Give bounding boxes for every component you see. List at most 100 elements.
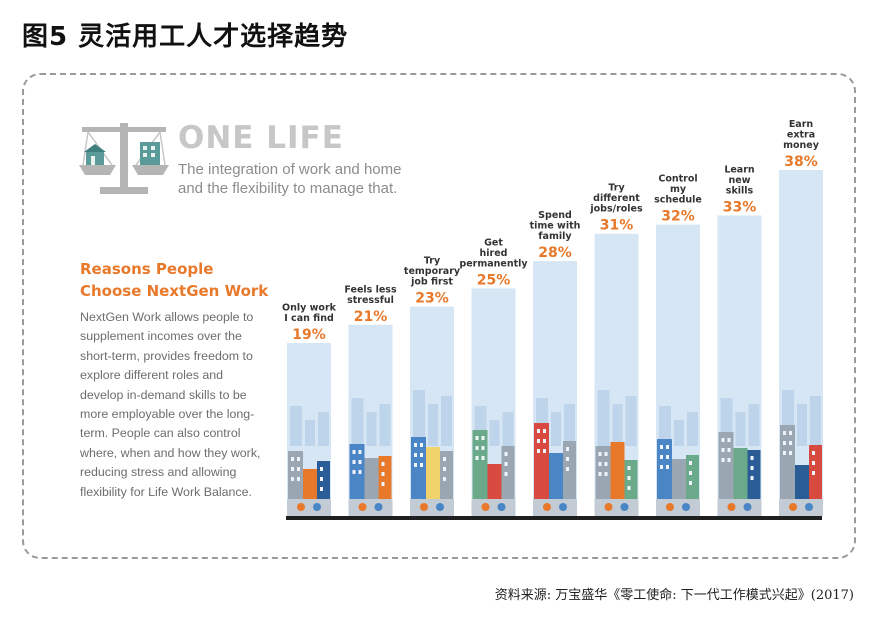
building xyxy=(487,464,502,499)
skyline-block xyxy=(428,404,438,446)
skyline-block xyxy=(564,404,575,446)
infographic-frame xyxy=(22,73,856,559)
window xyxy=(320,487,323,491)
building xyxy=(501,446,515,499)
building-cluster xyxy=(471,430,516,516)
window xyxy=(537,439,540,443)
window xyxy=(604,452,608,456)
car-icon xyxy=(543,503,551,511)
car-icon xyxy=(727,503,736,511)
window xyxy=(721,458,725,462)
window xyxy=(727,438,731,442)
building xyxy=(317,461,330,499)
skyline-silhouette xyxy=(413,390,452,446)
bar-category-label: hired xyxy=(480,248,508,259)
bar-category-label: temporary xyxy=(404,266,461,277)
skyline-block xyxy=(502,412,514,446)
street xyxy=(779,499,823,516)
window xyxy=(420,463,423,467)
window xyxy=(812,471,815,475)
window xyxy=(475,446,479,450)
bar-category-label: job first xyxy=(410,277,453,288)
building xyxy=(733,448,748,499)
bar-category-label: permanently xyxy=(459,258,528,269)
skyline-block xyxy=(551,412,561,446)
window xyxy=(627,486,631,490)
building xyxy=(747,450,761,499)
street xyxy=(287,499,331,516)
bar-category-label: different xyxy=(593,193,640,204)
street xyxy=(471,499,516,516)
bar-category-label: new xyxy=(729,175,751,186)
window xyxy=(381,462,385,466)
window xyxy=(381,482,385,486)
skyline-block xyxy=(810,396,821,446)
window xyxy=(475,456,479,460)
building-cluster xyxy=(533,423,577,516)
bar-value-label: 19% xyxy=(292,327,326,343)
skyline-silhouette xyxy=(659,406,698,446)
skyline-block xyxy=(597,390,610,446)
window xyxy=(566,457,569,461)
bar-category-label: skills xyxy=(726,186,754,197)
window xyxy=(812,461,815,465)
window xyxy=(291,477,294,481)
window xyxy=(783,441,786,445)
window xyxy=(789,441,792,445)
window xyxy=(297,477,300,481)
window xyxy=(291,457,294,461)
skyline-block xyxy=(290,406,302,446)
car-icon xyxy=(420,503,428,511)
window xyxy=(604,462,608,466)
skyline-block xyxy=(351,398,364,446)
bar-value-label: 31% xyxy=(600,218,634,234)
window xyxy=(358,450,362,454)
bar-value-label: 33% xyxy=(723,200,757,216)
window xyxy=(291,467,294,471)
skyline-block xyxy=(748,404,760,446)
skyline-block xyxy=(612,404,623,446)
street xyxy=(656,499,700,516)
bar-category-label: Try xyxy=(608,183,625,194)
window xyxy=(414,463,417,467)
window xyxy=(789,431,792,435)
building-cluster xyxy=(410,437,454,516)
bar-category-label: money xyxy=(783,140,820,151)
car-icon xyxy=(559,503,567,511)
car-icon xyxy=(682,503,690,511)
building xyxy=(378,456,392,499)
bar-category-label: Spend xyxy=(538,210,572,221)
window xyxy=(420,453,423,457)
window xyxy=(666,465,669,469)
skyline-block xyxy=(625,396,637,446)
window xyxy=(358,470,362,474)
source-note: 资料来源: 万宝盛华《零工使命: 下一代工作模式兴起》(2017) xyxy=(494,588,854,603)
window xyxy=(504,472,508,476)
building xyxy=(657,439,672,499)
bar-category-label: I can find xyxy=(284,313,334,324)
car-icon xyxy=(604,503,613,511)
window xyxy=(789,451,792,455)
skyline-silhouette xyxy=(597,390,637,446)
car-icon xyxy=(374,503,383,511)
bar-value-label: 23% xyxy=(415,291,449,307)
skyline-block xyxy=(318,412,329,446)
window xyxy=(443,467,446,471)
window xyxy=(660,465,663,469)
window xyxy=(660,445,663,449)
car-icon xyxy=(743,503,752,511)
street xyxy=(348,499,393,516)
window xyxy=(320,477,323,481)
bar-category-label: Learn xyxy=(724,165,755,176)
window xyxy=(543,429,546,433)
skyline-block xyxy=(674,420,684,446)
chart-baseline xyxy=(286,516,822,520)
window xyxy=(750,476,754,480)
window xyxy=(727,458,731,462)
bar-category-label: schedule xyxy=(654,195,702,206)
window xyxy=(475,436,479,440)
skyline-silhouette xyxy=(290,406,329,446)
